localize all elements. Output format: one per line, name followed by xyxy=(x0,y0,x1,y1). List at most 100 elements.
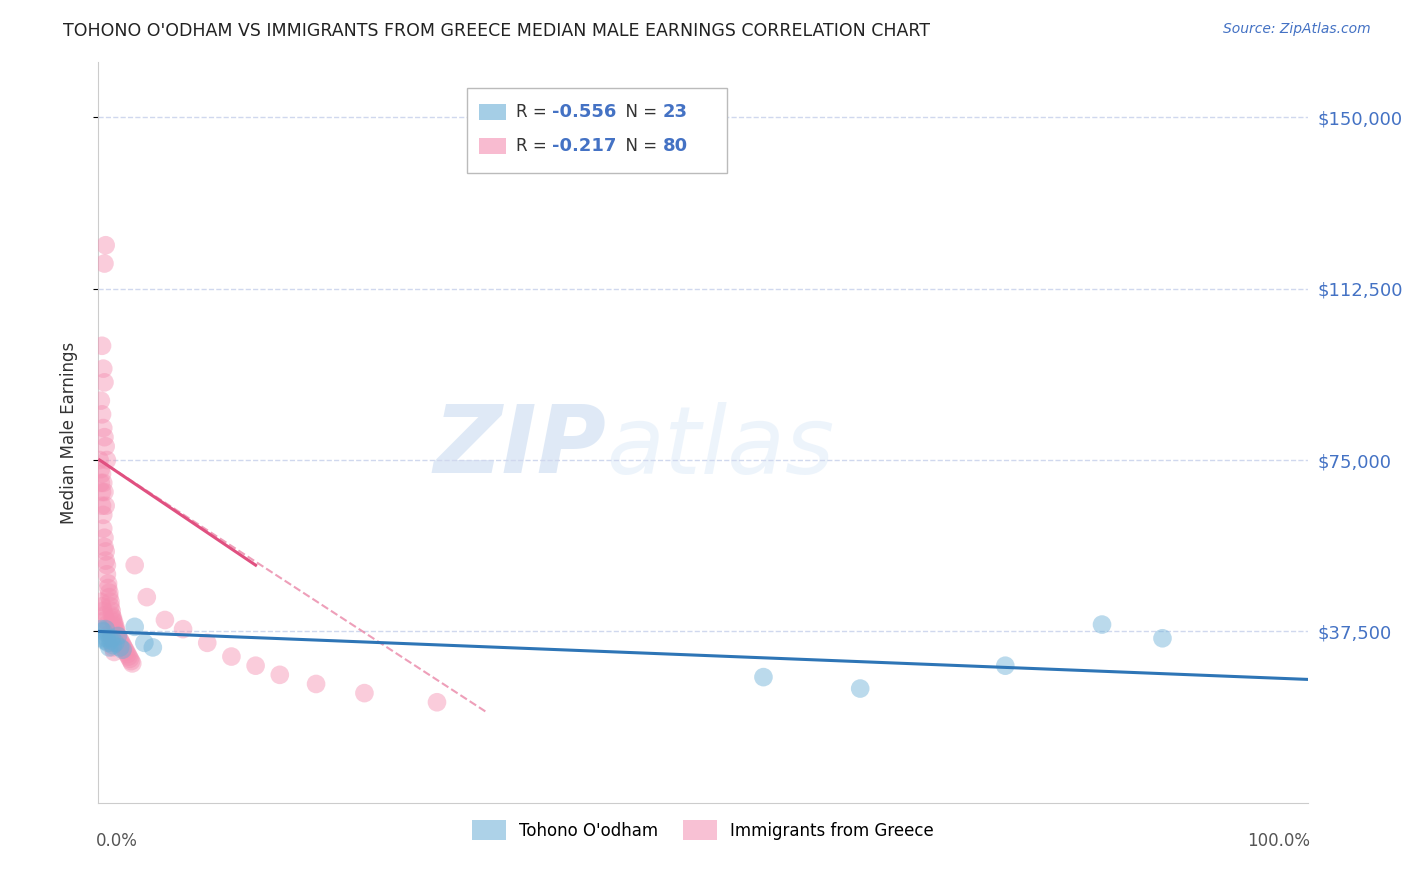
Point xyxy=(97,576,120,591)
Point xyxy=(103,615,125,630)
Point xyxy=(135,590,157,604)
Point xyxy=(94,544,117,558)
Point xyxy=(114,642,136,657)
Point xyxy=(115,645,138,659)
Point xyxy=(91,508,114,522)
Point xyxy=(94,439,117,453)
Point xyxy=(104,636,127,650)
Point xyxy=(110,636,132,650)
Point xyxy=(142,640,165,655)
Point xyxy=(195,636,218,650)
Point xyxy=(101,638,124,652)
Text: N =: N = xyxy=(614,103,662,121)
Point xyxy=(91,499,114,513)
Point xyxy=(112,640,135,655)
Point xyxy=(269,668,291,682)
Point xyxy=(103,617,125,632)
Point xyxy=(245,658,267,673)
FancyBboxPatch shape xyxy=(479,103,506,120)
Point xyxy=(91,604,114,618)
Point xyxy=(221,649,243,664)
FancyBboxPatch shape xyxy=(479,138,506,154)
Point xyxy=(101,613,124,627)
Point xyxy=(103,645,125,659)
Point xyxy=(96,567,118,582)
Point xyxy=(100,595,122,609)
Point xyxy=(100,632,122,646)
Point xyxy=(134,636,156,650)
Point xyxy=(93,376,115,390)
Point xyxy=(94,613,117,627)
Point xyxy=(97,636,120,650)
Point xyxy=(93,485,115,500)
Point xyxy=(101,640,124,655)
Point xyxy=(97,581,120,595)
Point xyxy=(100,633,122,648)
Point xyxy=(91,485,114,500)
Point xyxy=(97,622,120,636)
Point xyxy=(100,636,122,650)
Point xyxy=(752,670,775,684)
Text: R =: R = xyxy=(516,137,551,155)
Point xyxy=(94,499,117,513)
Point xyxy=(91,421,114,435)
Point xyxy=(105,626,128,640)
Y-axis label: Median Male Earnings: Median Male Earnings xyxy=(59,342,77,524)
Text: -0.217: -0.217 xyxy=(551,137,616,155)
Point xyxy=(93,531,115,545)
Point xyxy=(90,622,112,636)
Point xyxy=(107,629,129,643)
Point xyxy=(172,622,194,636)
Text: ZIP: ZIP xyxy=(433,401,606,493)
Point xyxy=(104,620,127,634)
Text: atlas: atlas xyxy=(606,402,835,493)
FancyBboxPatch shape xyxy=(467,88,727,173)
Text: R =: R = xyxy=(516,103,551,121)
Point xyxy=(108,632,131,646)
Point xyxy=(98,626,121,640)
Point xyxy=(90,462,112,476)
Point xyxy=(96,453,118,467)
Point xyxy=(101,611,124,625)
Point xyxy=(118,649,141,664)
Point xyxy=(100,599,122,614)
Point xyxy=(353,686,375,700)
Point xyxy=(100,632,122,646)
Point xyxy=(91,361,114,376)
Point xyxy=(994,658,1017,673)
Point xyxy=(93,633,115,648)
Point xyxy=(94,622,117,636)
Text: TOHONO O'ODHAM VS IMMIGRANTS FROM GREECE MEDIAN MALE EARNINGS CORRELATION CHART: TOHONO O'ODHAM VS IMMIGRANTS FROM GREECE… xyxy=(63,22,931,40)
Point xyxy=(1091,617,1114,632)
Text: 100.0%: 100.0% xyxy=(1247,832,1310,850)
Point xyxy=(90,595,112,609)
Point xyxy=(89,453,111,467)
Text: 0.0%: 0.0% xyxy=(96,832,138,850)
Point xyxy=(96,632,118,646)
Point xyxy=(1152,632,1174,646)
Point xyxy=(105,624,128,639)
Point xyxy=(107,629,129,643)
Point xyxy=(91,632,114,646)
Text: N =: N = xyxy=(614,137,662,155)
Point xyxy=(93,608,115,623)
Point xyxy=(91,408,114,422)
Point xyxy=(100,608,122,623)
Point xyxy=(117,647,139,661)
Point xyxy=(124,558,146,573)
Text: 80: 80 xyxy=(664,137,688,155)
Point xyxy=(91,522,114,536)
Text: 23: 23 xyxy=(664,103,688,121)
Point xyxy=(100,604,122,618)
Point xyxy=(111,638,134,652)
Point xyxy=(120,654,142,668)
Point xyxy=(426,695,449,709)
Point xyxy=(305,677,328,691)
Point xyxy=(93,256,115,270)
Point xyxy=(121,657,143,671)
Point xyxy=(124,620,146,634)
Point xyxy=(93,430,115,444)
Point xyxy=(849,681,872,696)
Point xyxy=(108,640,131,655)
Text: -0.556: -0.556 xyxy=(551,103,616,121)
